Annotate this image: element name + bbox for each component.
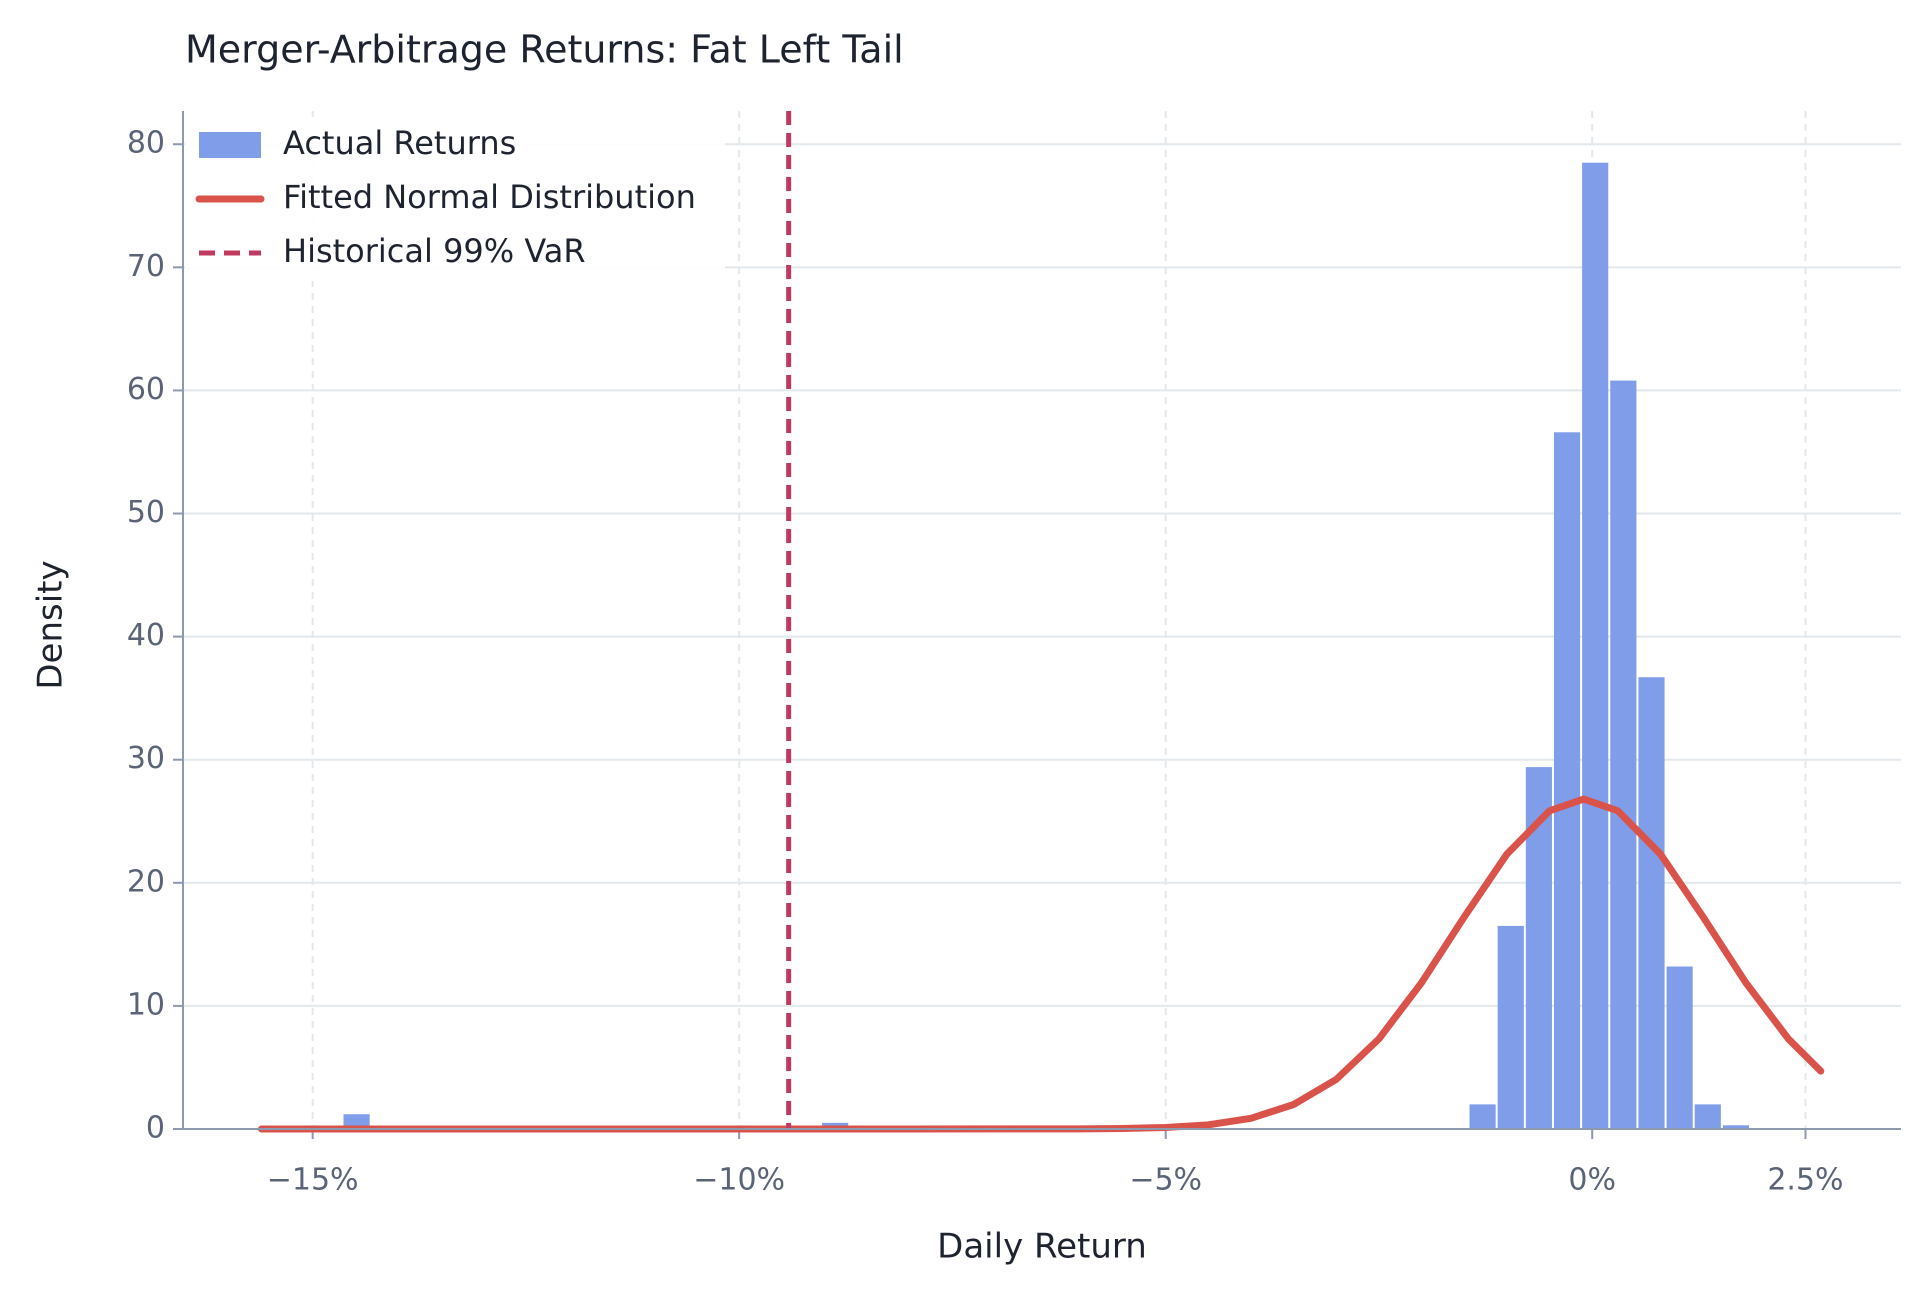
x-axis-label: Daily Return bbox=[937, 1227, 1147, 1267]
y-tick-label: 40 bbox=[127, 618, 165, 653]
legend-label: Actual Returns bbox=[283, 124, 516, 162]
histogram-bar bbox=[1497, 925, 1524, 1129]
histogram-bar bbox=[1694, 1104, 1721, 1129]
histogram-bar bbox=[1666, 966, 1693, 1129]
x-tick-label: 2.5% bbox=[1767, 1163, 1843, 1198]
histogram-bar bbox=[1722, 1125, 1750, 1129]
x-tick-label: −15% bbox=[267, 1163, 359, 1198]
legend-label: Historical 99% VaR bbox=[283, 232, 586, 270]
y-tick-label: 20 bbox=[127, 864, 165, 899]
x-tick-label: 0% bbox=[1568, 1163, 1616, 1198]
y-tick-label: 60 bbox=[127, 372, 165, 407]
y-axis-label: Density bbox=[31, 560, 71, 689]
legend-swatch bbox=[199, 132, 261, 158]
x-tick-label: −5% bbox=[1129, 1163, 1202, 1198]
legend-box bbox=[185, 117, 725, 281]
histogram-bar bbox=[1610, 380, 1637, 1129]
y-tick-label: 10 bbox=[127, 987, 165, 1022]
histogram-bar bbox=[1582, 162, 1609, 1129]
histogram-bar bbox=[1638, 677, 1665, 1129]
chart-title: Merger-Arbitrage Returns: Fat Left Tail bbox=[185, 28, 904, 72]
y-tick-label: 0 bbox=[146, 1111, 165, 1146]
y-tick-label: 80 bbox=[127, 126, 165, 161]
y-tick-label: 70 bbox=[127, 249, 165, 284]
legend-label: Fitted Normal Distribution bbox=[283, 178, 696, 216]
legend: Actual Returns Fitted Normal Distribution… bbox=[185, 117, 725, 281]
histogram-bar bbox=[343, 1114, 370, 1129]
y-tick-label: 30 bbox=[127, 741, 165, 776]
y-tick-label: 50 bbox=[127, 495, 165, 530]
histogram-bar bbox=[1553, 432, 1581, 1130]
histogram-bar bbox=[1469, 1104, 1496, 1129]
x-tick-label: −10% bbox=[693, 1163, 785, 1198]
